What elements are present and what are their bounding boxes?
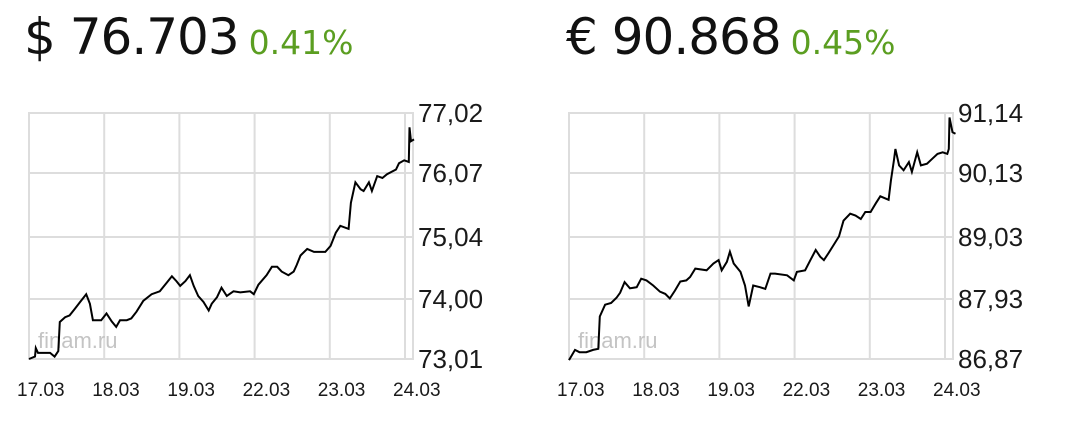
chart-0: 17.03 18.03 19.03 22.03 23.03 24.03 73,01 74,00… xyxy=(17,98,483,401)
price-line xyxy=(28,127,415,360)
eur-change: 0.45% xyxy=(790,23,896,62)
y-tick-label: 74,00 xyxy=(418,284,483,314)
usd-change: 0.41% xyxy=(248,23,354,62)
y-tick-label: 89,03 xyxy=(958,222,1023,252)
y-tick-label: 91,14 xyxy=(958,98,1023,128)
x-tick-label: 17.03 xyxy=(557,380,605,401)
x-tick-label: 23.03 xyxy=(318,380,366,401)
x-tick-label: 23.03 xyxy=(858,380,906,401)
y-tick-label: 90,13 xyxy=(958,158,1023,188)
x-tick-label: 24.03 xyxy=(393,380,441,401)
x-tick-label: 18.03 xyxy=(92,380,140,401)
x-tick-label: 17.03 xyxy=(17,380,65,401)
x-tick-label: 22.03 xyxy=(783,380,831,401)
watermark: finam.ru xyxy=(578,328,657,353)
y-tick-label: 75,04 xyxy=(418,222,483,252)
y-tick-label: 87,93 xyxy=(958,284,1023,314)
x-tick-label: 19.03 xyxy=(167,380,215,401)
price-line xyxy=(568,117,956,361)
x-tick-label: 22.03 xyxy=(243,380,291,401)
y-tick-label: 73,01 xyxy=(418,344,483,374)
x-tick-label: 19.03 xyxy=(707,380,755,401)
x-tick-label: 18.03 xyxy=(632,380,680,401)
eur-quote: € 90.868 0.45% xyxy=(566,8,896,66)
watermark: finam.ru xyxy=(38,328,117,353)
eur-price: € 90.868 xyxy=(566,8,782,66)
usd-price: $ 76.703 xyxy=(24,8,240,66)
y-tick-label: 77,02 xyxy=(418,98,483,128)
y-tick-label: 76,07 xyxy=(418,158,483,188)
chart-1: 17.03 18.03 19.03 22.03 23.03 24.03 86,87 87,93… xyxy=(557,98,1023,401)
usd-quote: $ 76.703 0.41% xyxy=(24,8,354,66)
y-tick-label: 86,87 xyxy=(958,344,1023,374)
x-tick-label: 24.03 xyxy=(933,380,981,401)
